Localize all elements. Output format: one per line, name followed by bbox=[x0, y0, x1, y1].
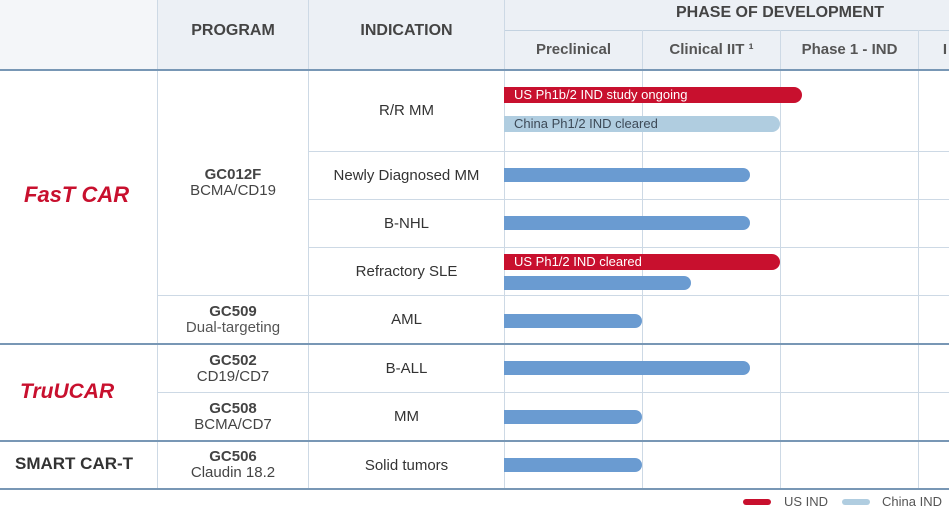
program-name: GC508 bbox=[209, 399, 257, 417]
header-bottom-line bbox=[0, 69, 949, 71]
indication-refractory-sle: Refractory SLE bbox=[355, 263, 458, 280]
program-name: GC502 bbox=[209, 351, 257, 369]
program-target: BCMA/CD7 bbox=[194, 415, 272, 433]
row-divider bbox=[157, 392, 949, 393]
header-corner bbox=[0, 0, 157, 69]
grid-vline bbox=[308, 0, 309, 489]
program-name: GC509 bbox=[209, 302, 257, 320]
grid-vline bbox=[780, 30, 781, 489]
header-phase-of-development: PHASE OF DEVELOPMENT bbox=[675, 3, 885, 21]
program-name: GC012F bbox=[204, 165, 262, 183]
legend-us-label: US IND bbox=[784, 494, 829, 509]
program-gc509: GC509 Dual-targeting bbox=[158, 296, 308, 343]
header-program: PROGRAM bbox=[191, 21, 275, 39]
indication-solid-tumors: Solid tumors bbox=[364, 456, 449, 474]
program-gc502: GC502 CD19/CD7 bbox=[158, 345, 308, 392]
bar-rrmm-us-ind: US Ph1b/2 IND study ongoing bbox=[504, 87, 802, 103]
row-divider bbox=[308, 151, 949, 152]
program-gc506: GC506 Claudin 18.2 bbox=[158, 442, 308, 488]
row-divider bbox=[157, 295, 949, 296]
bar-refractory-sle bbox=[504, 276, 691, 290]
indication-rr-mm: R/R MM bbox=[379, 102, 434, 119]
program-target: BCMA/CD19 bbox=[190, 181, 276, 199]
bar-newly-diagnosed-mm bbox=[504, 168, 750, 182]
indication-mm: MM bbox=[394, 408, 419, 425]
grid-vline bbox=[504, 0, 505, 489]
bar-label: US Ph1/2 IND cleared bbox=[514, 254, 642, 269]
program-target: CD19/CD7 bbox=[196, 367, 270, 385]
bar-label: US Ph1b/2 IND study ongoing bbox=[514, 87, 688, 102]
trucar-logo: TruUCAR bbox=[20, 380, 115, 403]
legend-china-swatch bbox=[842, 499, 870, 505]
row-divider bbox=[308, 199, 949, 200]
grid-vline bbox=[157, 0, 158, 489]
table-header bbox=[158, 0, 949, 69]
fastcar-logo: FasT CAR bbox=[24, 182, 130, 207]
header-divider bbox=[505, 30, 949, 31]
phase-1-ind: Phase 1 - IND bbox=[801, 40, 898, 58]
bar-b-all bbox=[504, 361, 750, 375]
grid-vline bbox=[918, 30, 919, 489]
indication-b-nhl: B-NHL bbox=[383, 215, 429, 232]
phase-preclinical: Preclinical bbox=[535, 40, 612, 58]
phase-next-cut: I bbox=[942, 40, 948, 58]
header-indication: INDICATION bbox=[360, 21, 453, 39]
indication-b-all: B-ALL bbox=[385, 360, 428, 377]
bar-solid-tumors bbox=[504, 458, 642, 472]
table-bottom-line bbox=[0, 488, 949, 490]
legend-us-swatch bbox=[743, 499, 771, 505]
indication-aml: AML bbox=[391, 311, 422, 328]
section-divider bbox=[0, 440, 949, 442]
indication-newly-diagnosed-mm: Newly Diagnosed MM bbox=[333, 167, 480, 184]
program-target: Dual-targeting bbox=[185, 318, 281, 336]
smartcart-logo: SMART CAR-T bbox=[15, 454, 134, 473]
bar-aml bbox=[504, 314, 642, 328]
legend-china-label: China IND bbox=[882, 494, 942, 509]
program-gc012f: GC012F BCMA/CD19 bbox=[158, 70, 308, 295]
phase-clinical-iit: Clinical IIT ¹ bbox=[669, 40, 754, 58]
section-divider bbox=[0, 343, 949, 345]
bar-b-nhl bbox=[504, 216, 750, 230]
bar-mm bbox=[504, 410, 642, 424]
program-name: GC506 bbox=[209, 448, 257, 465]
bar-sle-us-ind: US Ph1/2 IND cleared bbox=[504, 254, 780, 270]
program-gc508: GC508 BCMA/CD7 bbox=[158, 393, 308, 440]
program-target: Claudin 18.2 bbox=[190, 464, 276, 481]
bar-label: China Ph1/2 IND cleared bbox=[514, 116, 658, 131]
bar-rrmm-china-ind: China Ph1/2 IND cleared bbox=[504, 116, 780, 132]
row-divider bbox=[308, 247, 949, 248]
